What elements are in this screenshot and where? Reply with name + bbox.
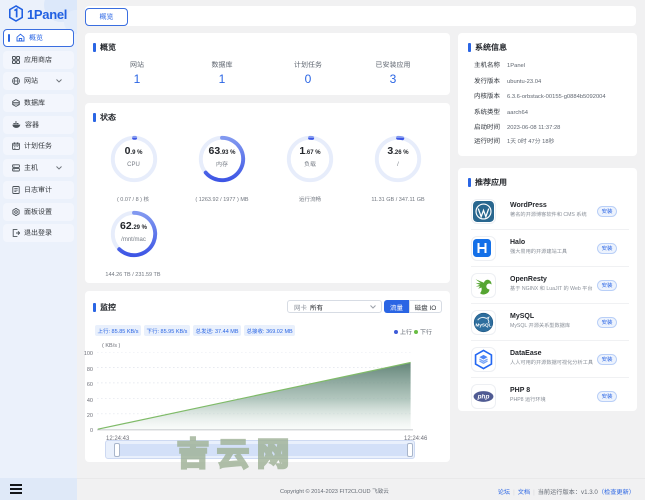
svg-text:php: php xyxy=(477,393,490,400)
svg-text:MySQL: MySQL xyxy=(475,322,491,327)
